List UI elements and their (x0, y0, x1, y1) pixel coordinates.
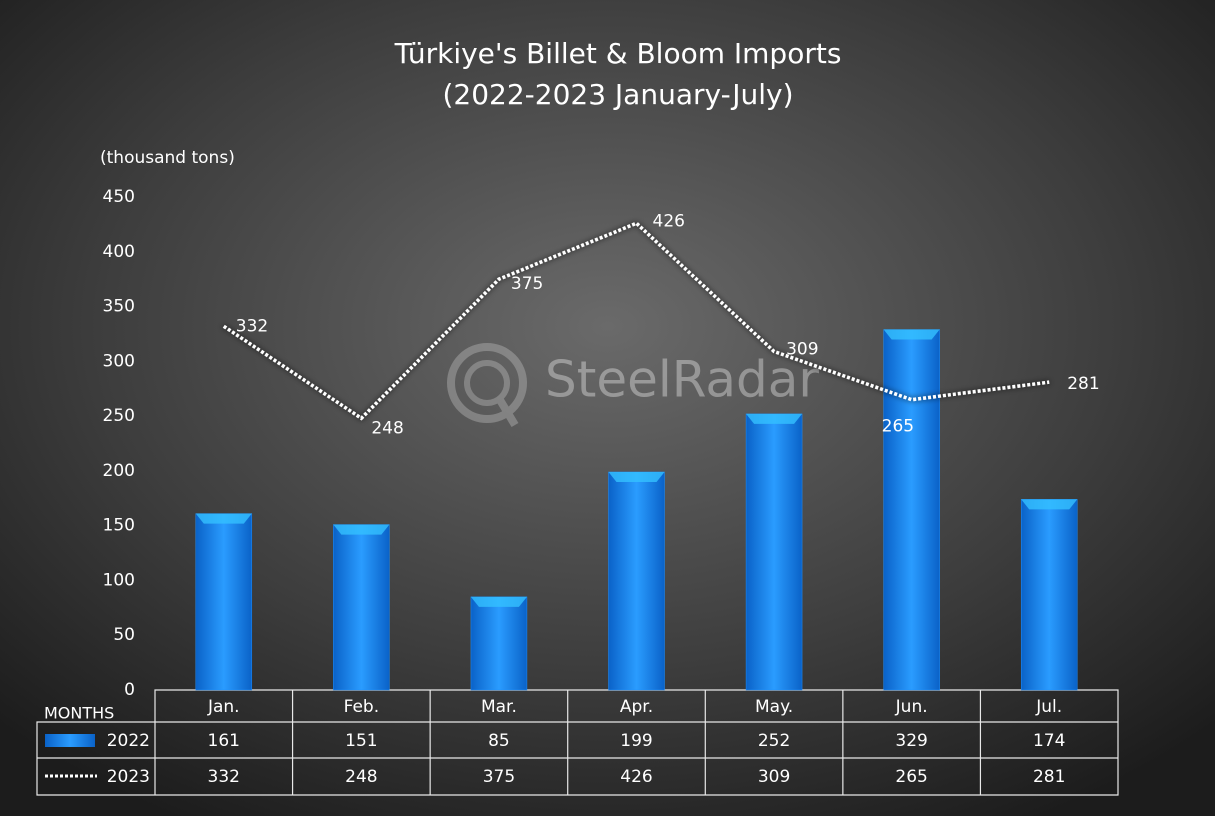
data-label: 281 (1067, 374, 1099, 394)
table-cell: 332 (208, 767, 240, 787)
bar (608, 471, 665, 691)
table-cell: 329 (895, 731, 927, 751)
legend-label: 2023 (107, 767, 150, 787)
table-cell: 375 (483, 767, 515, 787)
bar-bevel (470, 596, 527, 607)
table-cell: 174 (1033, 731, 1065, 751)
data-label: 332 (236, 316, 268, 336)
table-cell: 265 (895, 767, 927, 787)
y-tick-label: 250 (103, 406, 135, 426)
table-cell: 248 (345, 767, 377, 787)
x-tick-label: Jan. (207, 697, 240, 717)
table-cell: 252 (758, 731, 790, 751)
watermark: SteelRadar (545, 351, 819, 409)
y-tick-label: 450 (103, 187, 135, 207)
table-cell: 151 (345, 731, 377, 751)
bar (333, 524, 390, 691)
y-tick-label: 400 (103, 242, 135, 262)
chart-subtitle: (2022-2023 January-July) (442, 78, 793, 111)
table-cell: 161 (208, 731, 240, 751)
bar (1020, 499, 1078, 691)
bar-bevel (883, 329, 940, 340)
bar-bevel (746, 413, 803, 424)
x-tick-label: Mar. (481, 697, 517, 717)
y-tick-label: 150 (103, 516, 135, 536)
table-cell: 426 (620, 767, 652, 787)
y-tick-label: 200 (103, 461, 135, 481)
legend-label: 2022 (107, 731, 150, 751)
table-cell: 85 (488, 731, 510, 751)
x-tick-label: Jul. (1035, 697, 1062, 717)
table-cell: 309 (758, 767, 790, 787)
bar (470, 596, 528, 691)
y-tick-label: 100 (103, 570, 135, 590)
data-label: 309 (786, 339, 818, 359)
bar (745, 413, 803, 691)
data-label: 375 (511, 274, 543, 294)
table-cell: 281 (1033, 767, 1065, 787)
x-tick-label: Feb. (344, 697, 380, 717)
y-tick-label: 0 (124, 680, 135, 700)
y-tick-label: 300 (103, 351, 135, 371)
y-axis-label: (thousand tons) (100, 148, 235, 168)
bar (195, 513, 253, 691)
data-label: 248 (371, 418, 403, 438)
x-tick-label: Apr. (620, 697, 653, 717)
bar-bevel (608, 471, 665, 482)
table-cell: 199 (620, 731, 652, 751)
bar (883, 329, 940, 691)
bar-bevel (1021, 499, 1078, 510)
data-label: 265 (882, 417, 914, 437)
y-tick-label: 350 (103, 297, 135, 317)
data-label: 426 (653, 211, 685, 231)
bar-bevel (333, 524, 390, 535)
table-header: MONTHS (44, 704, 114, 723)
chart-title: Türkiye's Billet & Bloom Imports (394, 37, 842, 70)
data-table-frame (36, 689, 1119, 796)
line-series (222, 221, 1050, 421)
x-tick-label: Jun. (895, 697, 928, 717)
x-tick-label: May. (755, 697, 793, 717)
y-tick-label: 50 (113, 625, 135, 645)
bar-bevel (195, 513, 252, 524)
legend-swatch-bar (45, 734, 95, 747)
watermark-logo (447, 343, 527, 428)
